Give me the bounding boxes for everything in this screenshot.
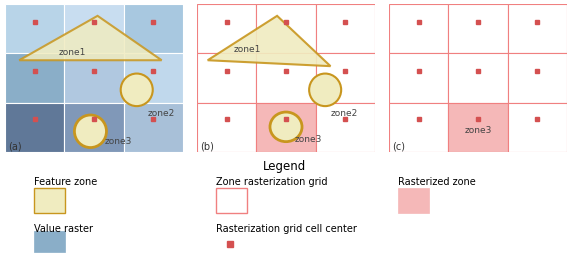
Text: Value raster: Value raster xyxy=(34,223,93,233)
Text: zone3: zone3 xyxy=(464,126,492,135)
Bar xyxy=(5,54,64,103)
Ellipse shape xyxy=(120,74,153,107)
Text: Feature zone: Feature zone xyxy=(34,177,97,187)
Ellipse shape xyxy=(309,74,341,107)
Bar xyxy=(34,188,65,213)
Bar xyxy=(389,5,448,54)
Polygon shape xyxy=(19,17,162,61)
Bar xyxy=(316,54,375,103)
Bar xyxy=(316,5,375,54)
Bar xyxy=(256,5,316,54)
Bar xyxy=(448,5,508,54)
Bar xyxy=(448,54,508,103)
Text: zone1: zone1 xyxy=(59,48,86,57)
Bar xyxy=(34,231,65,252)
Bar xyxy=(64,5,124,54)
Bar xyxy=(5,5,64,54)
Bar xyxy=(256,103,316,152)
Bar xyxy=(197,103,256,152)
Bar xyxy=(508,5,567,54)
Bar xyxy=(197,5,256,54)
Bar xyxy=(448,103,508,152)
Text: (a): (a) xyxy=(9,141,22,151)
Text: zone3: zone3 xyxy=(295,135,322,144)
Text: zone3: zone3 xyxy=(105,136,132,145)
Bar xyxy=(508,54,567,103)
Bar xyxy=(389,54,448,103)
Polygon shape xyxy=(208,17,331,67)
Bar xyxy=(124,5,183,54)
Text: (b): (b) xyxy=(201,141,215,151)
Bar xyxy=(398,188,429,213)
Bar xyxy=(508,103,567,152)
Bar xyxy=(256,54,316,103)
Ellipse shape xyxy=(270,113,302,142)
Bar xyxy=(124,103,183,152)
Bar xyxy=(64,103,124,152)
Bar xyxy=(5,103,64,152)
Bar xyxy=(389,103,448,152)
Text: Legend: Legend xyxy=(262,159,306,172)
Ellipse shape xyxy=(74,116,106,148)
Text: zone2: zone2 xyxy=(331,108,358,117)
Bar xyxy=(197,54,256,103)
Text: Zone rasterization grid: Zone rasterization grid xyxy=(216,177,327,187)
Text: zone1: zone1 xyxy=(233,45,261,54)
Bar xyxy=(124,54,183,103)
Text: Rasterized zone: Rasterized zone xyxy=(398,177,475,187)
Text: Rasterization grid cell center: Rasterization grid cell center xyxy=(216,223,357,233)
Bar xyxy=(216,188,247,213)
Bar xyxy=(316,103,375,152)
Bar xyxy=(64,54,124,103)
Text: (c): (c) xyxy=(392,141,406,151)
Text: zone2: zone2 xyxy=(148,108,174,117)
